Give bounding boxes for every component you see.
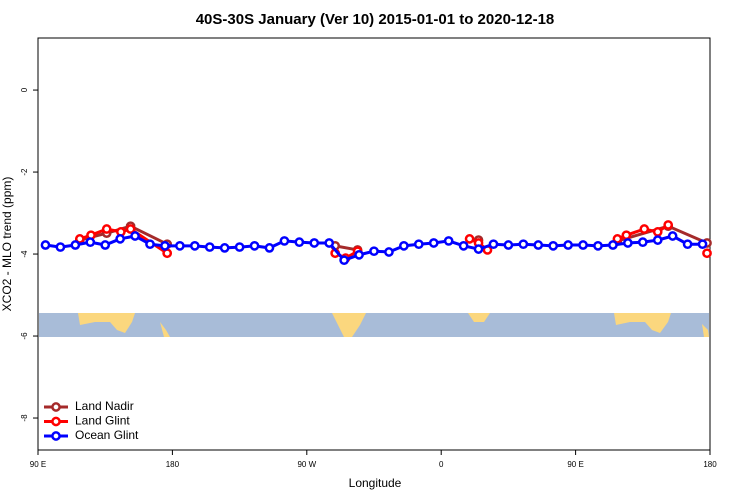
data-point — [219, 243, 230, 253]
data-point — [70, 240, 81, 250]
data-point — [548, 240, 559, 251]
data-point — [652, 235, 663, 245]
data-point — [578, 240, 588, 250]
y-axis-label: XCO2 - MLO trend (ppm) — [0, 177, 14, 312]
data-point — [74, 234, 85, 244]
data-point — [339, 255, 349, 266]
y-tick-label: -8 — [20, 414, 29, 422]
x-tick-label: 90 E — [30, 460, 46, 469]
data-point — [608, 240, 618, 250]
data-point — [324, 238, 335, 248]
data-point — [85, 237, 96, 248]
data-point — [682, 239, 693, 250]
data-point — [100, 240, 111, 250]
data-point — [249, 240, 260, 251]
data-point — [264, 243, 275, 253]
chart-title: 40S-30S January (Ver 10) 2015-01-01 to 2… — [196, 11, 555, 28]
data-point — [294, 237, 305, 248]
legend-label: Ocean Glint — [75, 428, 139, 442]
data-point — [189, 240, 200, 251]
data-point — [623, 238, 633, 248]
legend-label: Land Nadir — [75, 399, 134, 413]
x-tick-label: 90 W — [297, 460, 316, 469]
data-point — [369, 246, 379, 257]
data-point — [145, 239, 155, 250]
map-strip — [39, 313, 709, 337]
data-point — [639, 224, 650, 234]
data-point — [458, 240, 469, 251]
data-point — [125, 224, 136, 234]
data-point — [234, 242, 245, 252]
data-point — [384, 247, 394, 257]
legend-marker — [51, 402, 61, 412]
data-point — [533, 240, 544, 250]
x-axis-label: Longitude — [349, 476, 402, 490]
data-point — [428, 238, 439, 248]
data-point — [518, 239, 529, 250]
legend-marker — [51, 431, 61, 441]
data-point — [488, 239, 499, 250]
data-point — [175, 240, 185, 251]
data-point — [637, 237, 648, 248]
data-point — [204, 242, 215, 252]
data-point — [697, 239, 708, 250]
y-tick-label: 0 — [20, 87, 29, 92]
data-point — [503, 240, 514, 250]
data-point — [464, 234, 475, 244]
data-point — [663, 220, 674, 230]
x-tick-label: 180 — [703, 460, 717, 469]
y-tick-label: -2 — [20, 168, 29, 176]
data-point — [279, 236, 290, 246]
data-point — [473, 244, 484, 254]
data-point — [443, 236, 454, 246]
data-point — [563, 240, 573, 250]
data-point — [652, 227, 663, 237]
data-point — [130, 231, 140, 241]
data-point — [160, 240, 170, 251]
data-point — [162, 248, 173, 259]
data-point — [593, 240, 603, 251]
x-tick-label: 180 — [166, 460, 180, 469]
data-point — [621, 230, 632, 241]
data-point — [702, 248, 712, 259]
data-point — [413, 239, 424, 250]
data-point — [101, 224, 112, 234]
data-point — [115, 234, 125, 244]
data-point — [55, 242, 66, 252]
data-point — [309, 238, 320, 248]
data-point — [354, 250, 364, 260]
x-tick-label: 0 — [439, 460, 444, 469]
legend-marker — [51, 416, 61, 427]
legend-label: Land Glint — [75, 414, 130, 428]
data-point — [612, 234, 623, 244]
data-point — [399, 240, 409, 251]
data-point — [667, 231, 678, 241]
data-point — [40, 240, 51, 250]
y-tick-label: -6 — [20, 332, 29, 340]
y-tick-label: -4 — [20, 250, 29, 258]
x-tick-label: 90 E — [567, 460, 583, 469]
